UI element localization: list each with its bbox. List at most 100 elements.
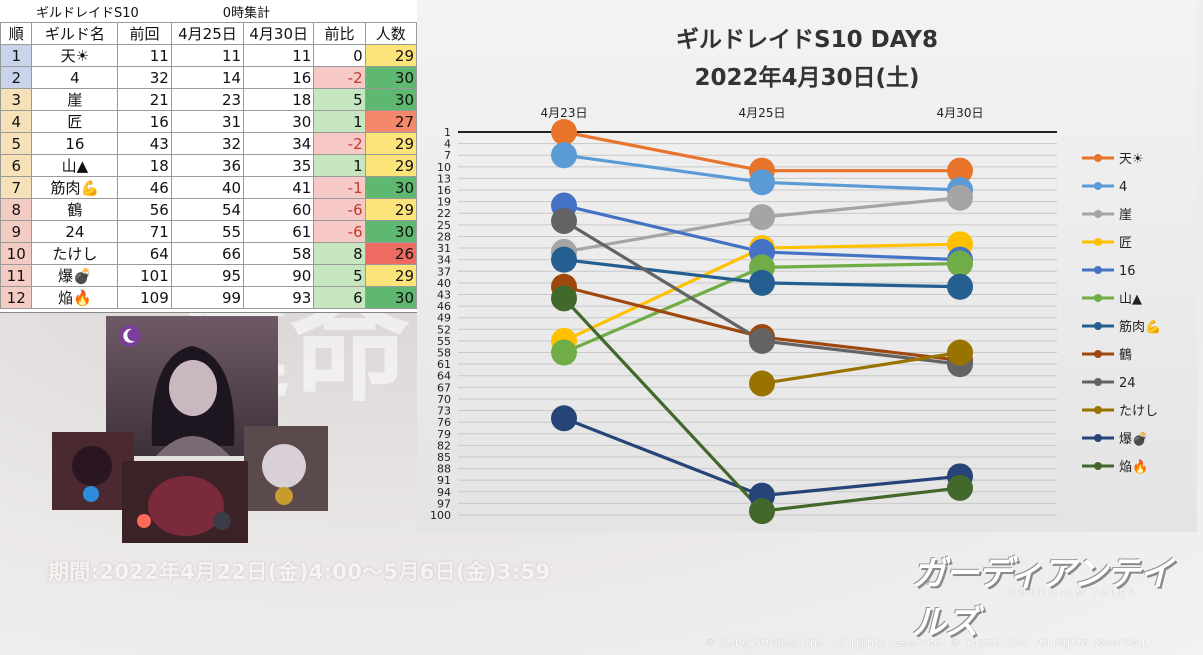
table-cell-members: 30 [364,66,418,89]
y-tick-label: 64 [437,370,451,383]
legend-swatch-marker [1094,406,1102,414]
table-cell-d25: 32 [170,132,245,155]
data-point [551,119,577,145]
table-cell-d25: 23 [170,88,245,111]
portrait-face [169,360,217,416]
legend-swatch-marker [1094,378,1102,386]
table-cell-d30: 58 [243,242,315,265]
legend-label: 16 [1119,264,1136,279]
data-point [749,169,775,196]
table-cell-d30: 60 [243,198,315,221]
table-cell-rank: 8 [0,198,33,221]
table-cell-prev: 16 [117,110,172,133]
game-logo: ガーディアンテイルズ [912,554,1173,643]
table-cell-members: 29 [364,264,418,287]
table-cell-d30: 90 [243,264,315,287]
y-tick-label: 46 [437,300,451,313]
dark-badge-icon [213,512,231,530]
table-cell-diff: 1 [313,110,366,133]
data-point [551,246,577,273]
table-cell-d25: 31 [170,110,245,133]
table-cell-name: 匠 [31,110,119,133]
table-cell-name: 爆💣 [31,264,119,287]
table-cell-members: 29 [364,44,418,67]
table-cell-members: 26 [364,242,418,265]
earth-badge-icon [275,487,293,505]
table-cell-rank: 4 [0,110,33,133]
table-cell-diff: -6 [313,220,366,243]
table-cell-name: たけし [31,242,119,265]
table-cell-members: 27 [364,110,418,133]
series-line [761,350,961,386]
table-cell-rank: 5 [0,132,33,155]
table-cell-members: 29 [364,154,418,177]
table-cell-name: 焔🔥 [31,286,119,309]
table-cell-members: 29 [364,132,418,155]
table-cell-d25: 66 [170,242,245,265]
table-cell-prev: 46 [117,176,172,199]
legend-label: 焔🔥 [1119,459,1148,475]
y-tick-label: 22 [437,207,451,220]
legend-swatch-marker [1094,462,1102,470]
legend-swatch-marker [1094,266,1102,274]
header-apr30: 4月30日 [243,22,315,45]
portrait-body [156,436,230,456]
y-tick-label: 70 [437,393,451,406]
y-tick-label: 28 [437,230,451,243]
table-row: 10 たけし 64 66 58 8 26 [0,242,418,265]
table-cell-d30: 93 [243,286,315,309]
table-row: 11 爆💣 101 95 90 5 29 [0,264,418,287]
y-tick-label: 58 [437,347,451,360]
legend-label: 24 [1119,376,1136,391]
legend-label: 4 [1119,180,1127,195]
table-cell-d25: 11 [170,44,245,67]
y-tick-label: 73 [437,405,451,418]
data-point [749,498,775,525]
legend-swatch-marker [1094,210,1102,218]
table-cell-members: 29 [364,198,418,221]
table-cell-d30: 11 [243,44,315,67]
legend-label: 匠 [1119,236,1132,251]
y-tick-label: 19 [437,196,451,209]
legend-swatch-marker [1094,238,1102,246]
legend-swatch-marker [1094,350,1102,358]
table-cell-name: 4 [31,66,119,89]
legend-swatch-marker [1094,154,1102,162]
y-tick-label: 40 [437,277,451,290]
y-tick-label: 61 [437,358,451,371]
table-cell-rank: 2 [0,66,33,89]
game-logo-subtitle: GUARDIAN TALES [1008,588,1138,599]
data-point [551,405,577,432]
table-cell-prev: 11 [117,44,172,67]
table-cell-prev: 18 [117,154,172,177]
table-cell-members: 30 [364,176,418,199]
y-tick-label: 13 [437,172,451,185]
y-tick-label: 88 [437,463,451,476]
table-cell-prev: 43 [117,132,172,155]
table-cell-diff: -2 [313,66,366,89]
header-diff: 前比 [313,22,366,45]
y-tick-label: 82 [437,439,451,452]
table-cell-rank: 6 [0,154,33,177]
data-point [947,474,973,501]
table-cell-d25: 14 [170,66,245,89]
data-point [551,339,577,366]
table-caption: ギルドレイドS10 0時集計 [0,0,417,22]
table-cell-name: 24 [31,220,119,243]
table-cell-prev: 64 [117,242,172,265]
legend-label: たけし [1119,404,1158,419]
table-cell-d30: 18 [243,88,315,111]
y-tick-label: 100 [430,509,451,522]
table-row: 5 16 43 32 34 -2 29 [0,132,418,155]
table-cell-prev: 101 [117,264,172,287]
table-cell-rank: 3 [0,88,33,111]
y-tick-label: 34 [437,254,451,267]
table-cell-name: 天☀ [31,44,119,67]
y-tick-label: 16 [437,184,451,197]
y-tick-label: 91 [437,474,451,487]
table-cell-rank: 1 [0,44,33,67]
table-cell-d25: 36 [170,154,245,177]
data-point [551,207,577,234]
header-rank: 順 [0,22,33,45]
copyright-notice: © Kong Studios, Inc. All rights reserved… [705,636,1150,649]
